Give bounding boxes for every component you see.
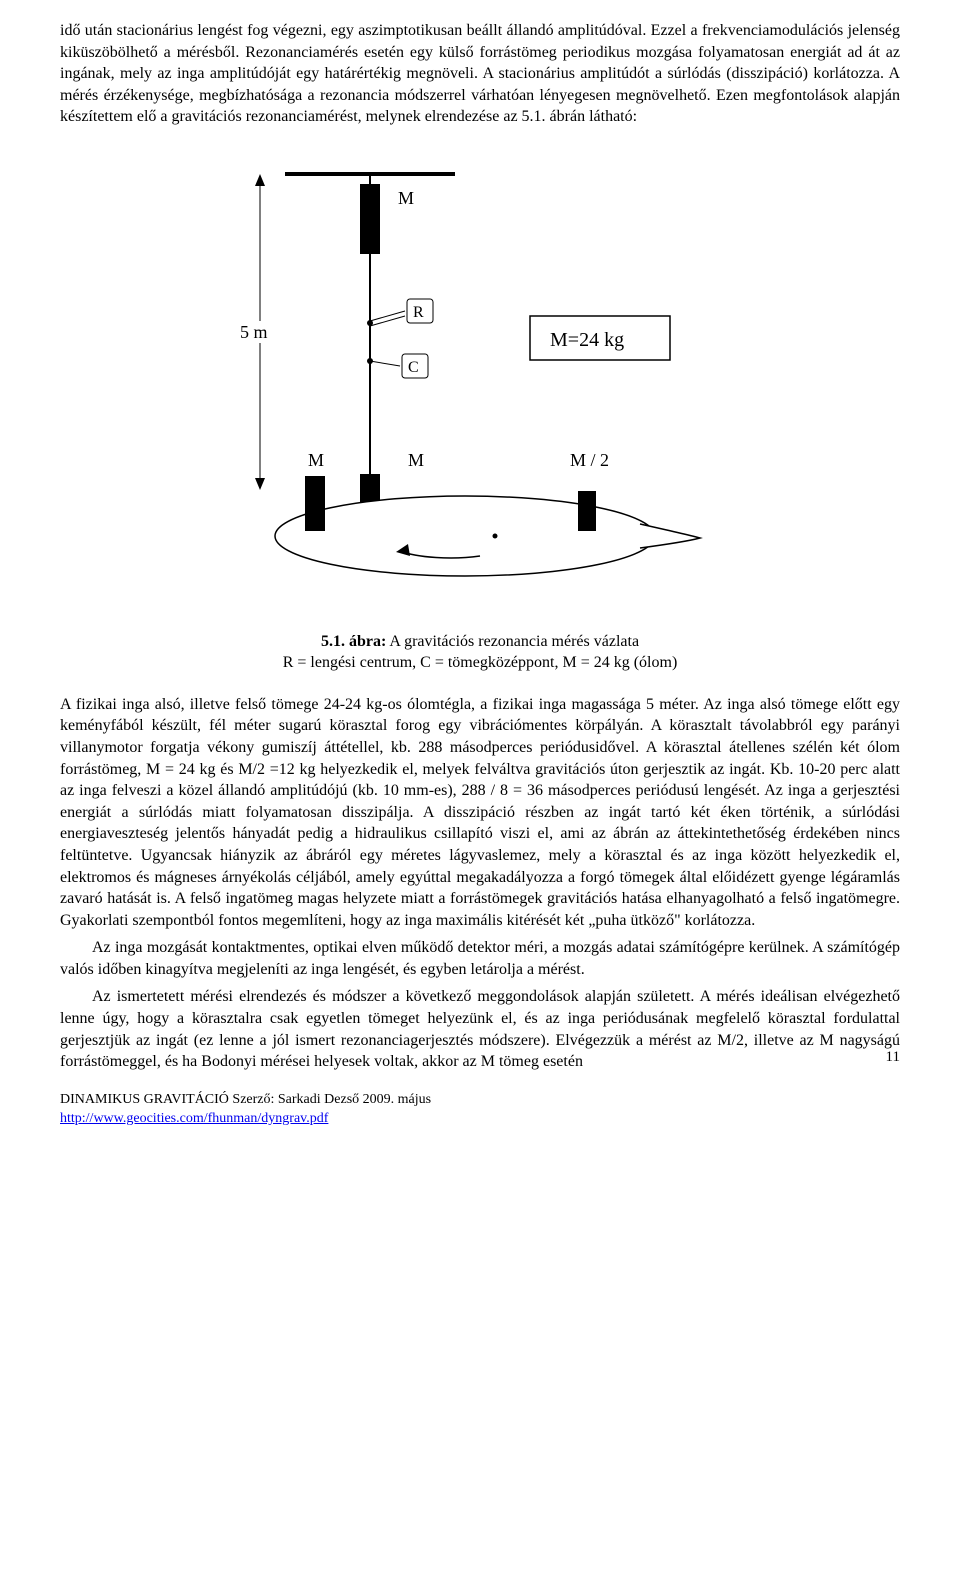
dim-arrow-bottom: [255, 478, 265, 490]
bottom-m1-label: M: [308, 450, 324, 470]
dim-label: 5 m: [240, 322, 268, 342]
table-mass-right: [578, 491, 596, 531]
paragraph-3: Az inga mozgását kontaktmentes, optikai …: [60, 937, 900, 980]
r-lead-2: [370, 316, 405, 326]
r-point: [367, 320, 373, 326]
caption-bold: 5.1. ábra:: [321, 633, 386, 650]
table-center: [493, 533, 498, 538]
top-mass-label: M: [398, 188, 414, 208]
paragraph-1: idő után stacionárius lengést fog végezn…: [60, 20, 900, 128]
c-lead: [370, 361, 400, 366]
r-label: R: [413, 304, 424, 321]
c-label: C: [408, 359, 419, 376]
bottom-mhalf-label: M / 2: [570, 450, 609, 470]
mass-info-text: M=24 kg: [550, 329, 624, 351]
paragraph-2: A fizikai inga alsó, illetve felső tömeg…: [60, 694, 900, 932]
top-mass: [360, 184, 380, 254]
footer-link[interactable]: http://www.geocities.com/fhunman/dyngrav…: [60, 1111, 328, 1126]
footer-author-line: DINAMIKUS GRAVITÁCIÓ Szerző: Sarkadi Dez…: [60, 1091, 900, 1110]
turntable: [275, 496, 655, 576]
bottom-m2-label: M: [408, 450, 424, 470]
turntable-tail: [640, 524, 700, 548]
c-point: [367, 358, 373, 364]
figure-caption: 5.1. ábra: A gravitációs rezonancia méré…: [60, 631, 900, 674]
figure-5-1: M 5 m R C M=24 kg M M M / 2: [60, 156, 900, 603]
diagram-svg: M 5 m R C M=24 kg M M M / 2: [200, 156, 760, 596]
r-lead-1: [370, 311, 405, 321]
footer: DINAMIKUS GRAVITÁCIÓ Szerző: Sarkadi Dez…: [60, 1091, 900, 1129]
caption-line2: R = lengési centrum, C = tömegközéppont,…: [60, 652, 900, 674]
caption-rest1: A gravitációs rezonancia mérés vázlata: [386, 633, 639, 650]
dim-arrow-top: [255, 174, 265, 186]
table-mass-left: [305, 476, 325, 531]
